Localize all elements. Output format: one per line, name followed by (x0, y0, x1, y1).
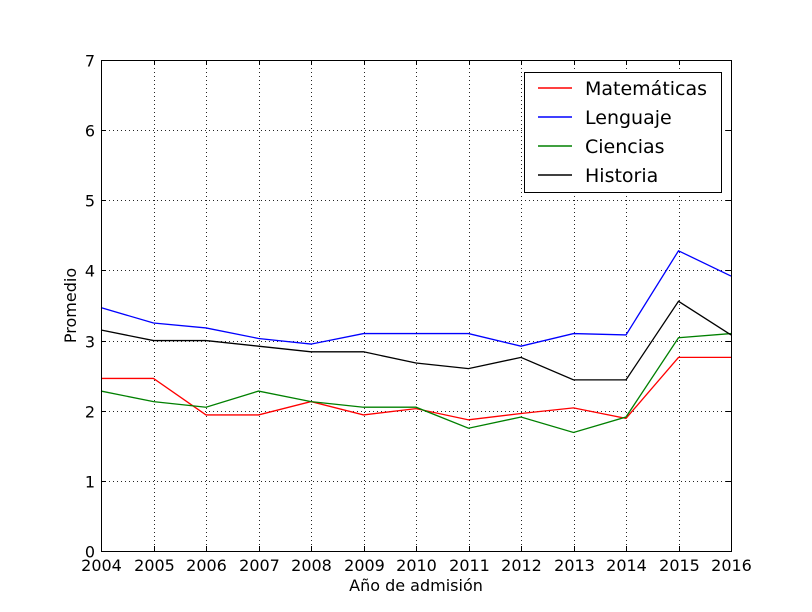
x-tick-label: 2008 (291, 556, 332, 575)
series-line-historia (100, 300, 732, 381)
x-tick-label: 2006 (186, 556, 227, 575)
x-axis-label: Año de admisión (349, 576, 483, 595)
x-tick-label: 2005 (134, 556, 175, 575)
y-tick-label: 4 (85, 262, 95, 281)
series-lines (100, 249, 732, 434)
y-axis-label: Promedio (61, 268, 80, 343)
y-tick-label: 3 (85, 333, 95, 352)
x-tick-label: 2011 (449, 556, 490, 575)
legend-label: Lenguaje (585, 107, 672, 129)
x-tick-label: 2004 (81, 556, 122, 575)
y-tick-label: 1 (85, 473, 95, 492)
x-tick-label: 2010 (396, 556, 437, 575)
legend-box (524, 72, 722, 193)
x-tick-label: 2012 (501, 556, 542, 575)
series-line-lenguaje (100, 249, 732, 347)
y-tick-label: 6 (85, 122, 95, 141)
series-line-ciencias (100, 332, 732, 434)
y-tick-label: 2 (85, 403, 95, 422)
x-tick-label: 2007 (239, 556, 280, 575)
y-tick-label: 5 (85, 192, 95, 211)
y-tick-label: 0 (85, 543, 95, 562)
ticks: 2004 2005 2006 2007 2008 2009 2010 2011 2012 2013… (81, 52, 752, 576)
legend-label: Matemáticas (585, 78, 707, 100)
legend: Matemáticas Lenguaje Ciencias Historia (524, 72, 722, 193)
x-tick-label: 2015 (659, 556, 700, 575)
legend-label: Ciencias (585, 136, 665, 158)
y-tick-label: 7 (85, 52, 95, 71)
x-tick-label: 2014 (606, 556, 647, 575)
x-tick-label: 2009 (344, 556, 385, 575)
x-tick-label: 2013 (554, 556, 595, 575)
series-line-matemáticas (101, 356, 731, 421)
legend-label: Historia (585, 165, 658, 187)
x-tick-label: 2016 (711, 556, 752, 575)
